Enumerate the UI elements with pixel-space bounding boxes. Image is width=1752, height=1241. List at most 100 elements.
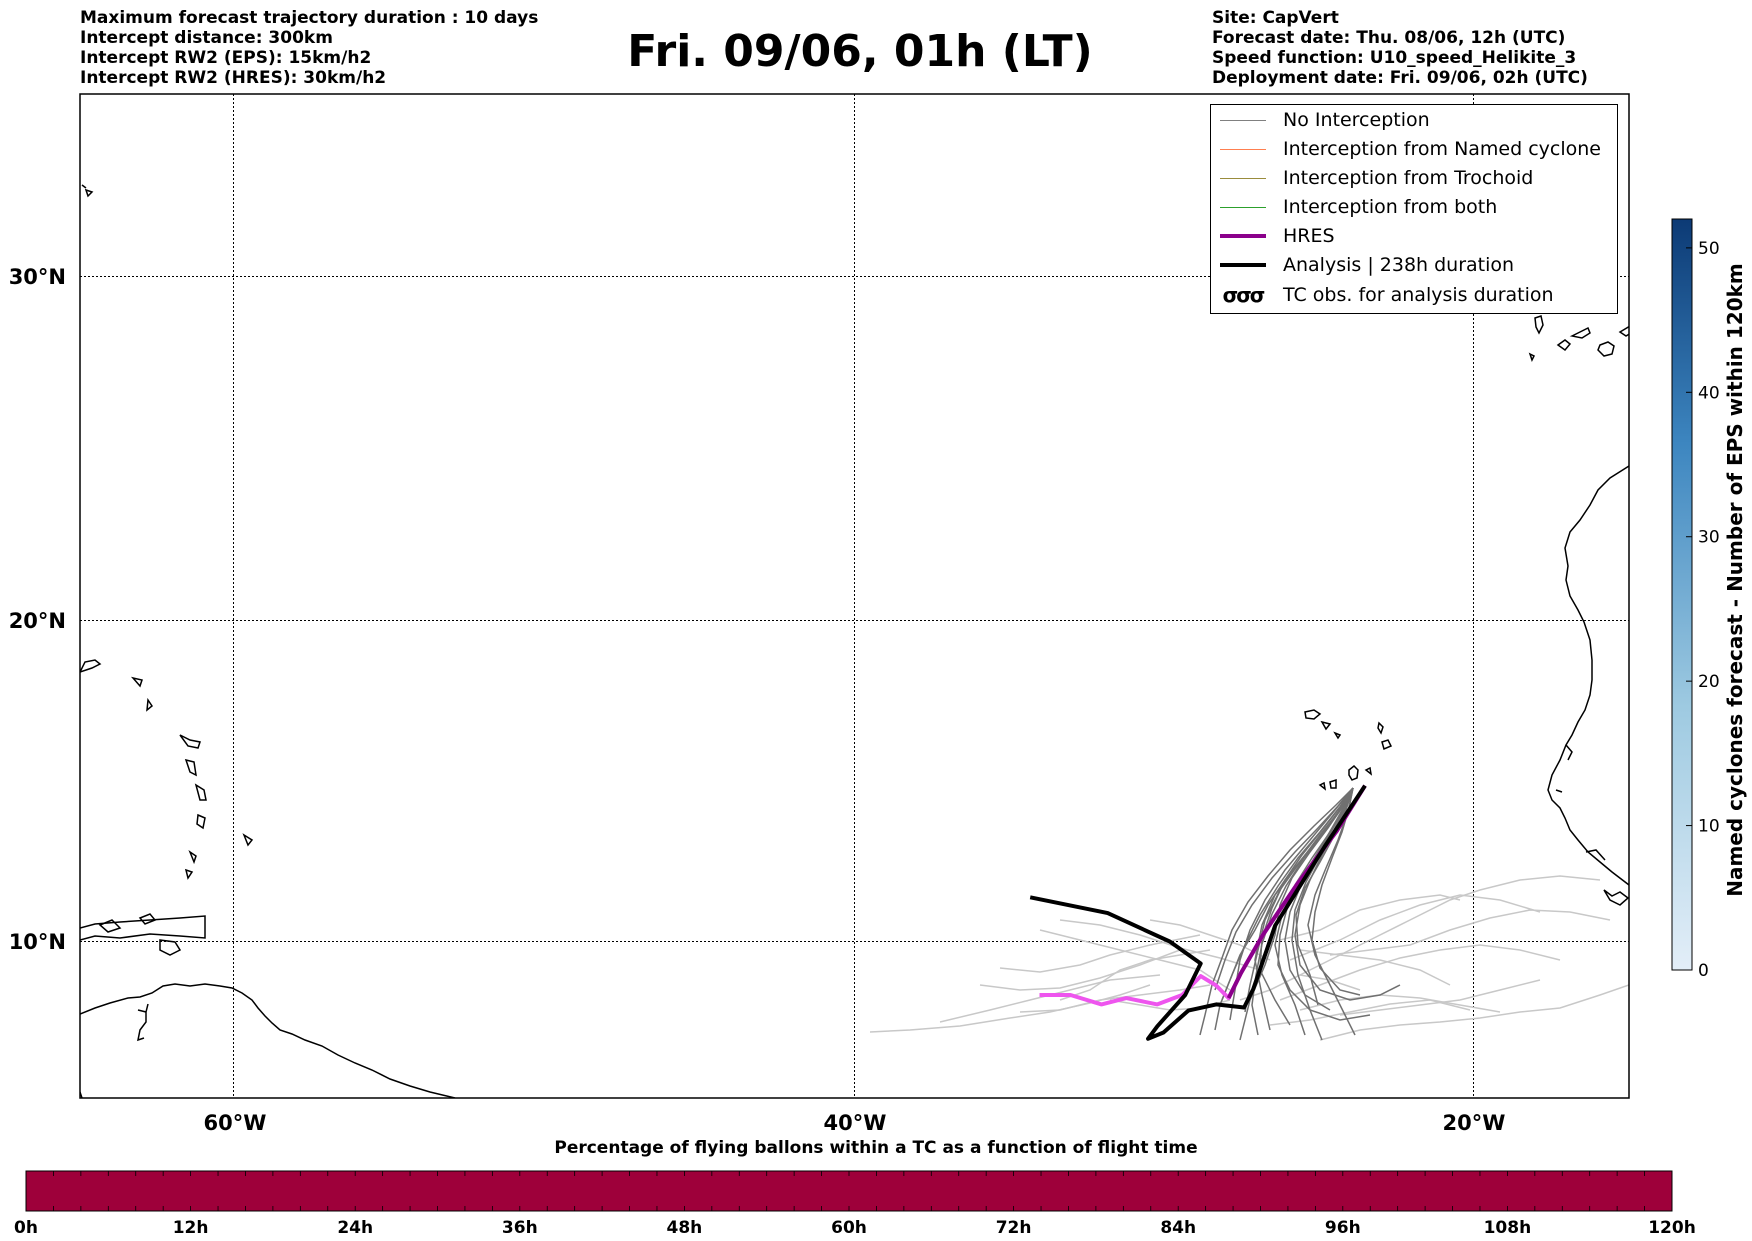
island-cv-santiago	[1348, 764, 1359, 781]
island-cv-sal	[1377, 721, 1384, 735]
colorbar-bottom-tick-label: 108h	[1484, 1218, 1532, 1238]
colorbar-bottom-tick-label: 36h	[502, 1218, 538, 1238]
info-max-duration: Maximum forecast trajectory duration : 1…	[80, 8, 539, 28]
eps-traj-light	[1239, 974, 1361, 1001]
island-cv-boavista	[1381, 739, 1393, 751]
legend-swatch	[1220, 119, 1266, 121]
island-canary-hierro	[1528, 352, 1536, 362]
colorbar-bottom-tick-label: 72h	[996, 1218, 1032, 1238]
eps-traj-light	[1019, 984, 1211, 1013]
colorbar-right-label-text: Named cyclones forecast - Number of EPS …	[1723, 263, 1747, 897]
island-cv-saovicente	[1320, 720, 1332, 731]
legend-label: No Interception	[1283, 109, 1430, 131]
island-cv-santoantao	[1304, 709, 1322, 720]
eps-traj-light	[1299, 994, 1501, 1013]
legend-item-both: Interception from both	[1219, 194, 1497, 220]
info-deployment-date: Deployment date: Fri. 09/06, 02h (UTC)	[1212, 68, 1588, 88]
eps-traj	[1199, 787, 1354, 1036]
legend-item-tc-obs: σσσ TC obs. for analysis duration	[1219, 282, 1554, 308]
colorbar-bottom-tick-label: 96h	[1325, 1218, 1361, 1238]
legend-swatch	[1220, 177, 1266, 179]
eps-traj-light	[1289, 894, 1541, 961]
colorbar-bottom-tick-label: 24h	[337, 1218, 373, 1238]
legend-swatch	[1220, 148, 1266, 150]
island-grenada	[184, 868, 194, 880]
legend: No Interception Interception from Named …	[1210, 104, 1618, 314]
legend-label: TC obs. for analysis duration	[1283, 284, 1554, 306]
legend-label: Interception from Named cyclone	[1283, 138, 1601, 160]
legend-item-hres: HRES	[1219, 223, 1335, 249]
eps-traj-light	[1149, 919, 1271, 961]
legend-label: Analysis | 238h duration	[1283, 254, 1515, 276]
island-martinique	[194, 783, 207, 801]
legend-swatch	[1220, 206, 1266, 208]
island-canary-tenerife	[1569, 326, 1591, 339]
lon-label-40w: 40°W	[824, 1111, 887, 1135]
eps-traj-light	[1339, 979, 1541, 1016]
island-virgin	[130, 676, 154, 712]
colorbar-bottom-tick-label: 84h	[1160, 1218, 1196, 1238]
legend-item-no-interception: No Interception	[1219, 107, 1430, 133]
map-frame	[79, 93, 1630, 1099]
colorbar-right-ticks: 0 10 20 30 40 50	[1686, 239, 1720, 981]
eps-traj-light	[979, 949, 1181, 991]
gridlines	[80, 94, 1629, 1098]
tc-symbol-icon: σσσ	[1222, 283, 1266, 307]
eps-traj	[1284, 787, 1354, 1011]
colorbar-right-tick-label: 20	[1698, 672, 1720, 692]
colorbar-right-tick-label: 30	[1698, 528, 1720, 548]
lat-label-10n: 10°N	[9, 930, 66, 954]
colorbar-bottom-tick-label: 0h	[14, 1218, 38, 1238]
colorbar-bottom-title: Percentage of flying ballons within a TC…	[554, 1138, 1198, 1158]
island-dominica	[184, 758, 197, 777]
analysis-trajectory	[1029, 784, 1367, 1041]
colorbar-bottom-tick-label: 12h	[173, 1218, 209, 1238]
lon-label-60w: 60°W	[204, 1111, 267, 1135]
legend-label: HRES	[1283, 225, 1335, 247]
eps-traj	[1214, 787, 1354, 991]
colorbar-right-tick-label: 50	[1698, 239, 1720, 259]
colorbar-bottom-tick-label: 120h	[1648, 1218, 1696, 1238]
eps-traj	[1291, 787, 1354, 1041]
island-trinidad	[159, 939, 182, 956]
info-speed-function: Speed function: U10_speed_Helikite_3	[1212, 48, 1577, 68]
eps-traj-light	[869, 984, 1151, 1033]
info-site: Site: CapVert	[1212, 8, 1339, 28]
island-canary-lapalma	[1534, 315, 1544, 335]
legend-label: Interception from both	[1283, 196, 1498, 218]
colorbar-right-tick-label: 40	[1698, 383, 1720, 403]
info-rw2-eps: Intercept RW2 (EPS): 15km/h2	[80, 48, 372, 68]
coast-guiana-river	[137, 1003, 149, 1042]
legend-item-analysis: Analysis | 238h duration	[1219, 252, 1514, 278]
eps-traj-light	[1299, 949, 1451, 986]
legend-label: Interception from Trochoid	[1283, 167, 1534, 189]
coast-west-africa	[1547, 465, 1629, 886]
eps-traj-light	[999, 934, 1201, 973]
page-title: Fri. 09/06, 01h (LT)	[627, 26, 1093, 77]
colorbar-bottom-ticks: 0h 12h 24h 36h 48h 60h 72h 84h 96h 108h 120h	[14, 1218, 1696, 1238]
info-intercept-distance: Intercept distance: 300km	[80, 28, 333, 48]
island-bermuda-2	[81, 184, 87, 189]
island-canary-grancanaria	[1597, 341, 1615, 357]
eps-traj-light	[1329, 909, 1611, 956]
colorbar-bottom-minor-ticks	[53, 1171, 1645, 1211]
island-stlucia	[196, 813, 206, 830]
eps-traj-light	[1059, 919, 1261, 971]
eps-traj-light	[1279, 944, 1561, 1001]
info-rw2-hres: Intercept RW2 (HRES): 30km/h2	[80, 68, 387, 88]
colorbar-bottom-tick-label: 60h	[831, 1218, 867, 1238]
info-right: Site: CapVert Forecast date: Thu. 08/06,…	[1212, 8, 1588, 88]
eps-traj-light	[1269, 999, 1471, 1026]
colorbar-bottom	[25, 1170, 1673, 1212]
coast-south-america	[80, 983, 456, 1098]
island-puerto-rico	[80, 659, 102, 673]
island-bermuda	[84, 188, 94, 198]
legend-swatch	[1220, 234, 1266, 238]
island-cv-maio	[1364, 766, 1373, 776]
island-guadeloupe	[179, 734, 201, 749]
info-left: Maximum forecast trajectory duration : 1…	[80, 8, 538, 88]
lat-label-30n: 30°N	[9, 265, 66, 289]
island-cv-fogo	[1329, 778, 1337, 789]
colorbar-bottom-tick-label: 48h	[667, 1218, 703, 1238]
